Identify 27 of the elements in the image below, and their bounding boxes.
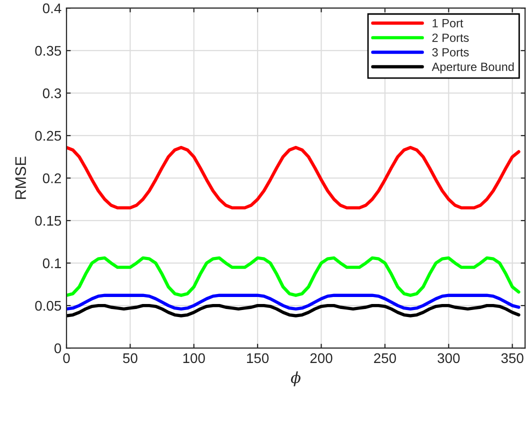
y-tick-label: 0.05 [35, 300, 62, 311]
y-tick-label: 0.15 [35, 216, 62, 226]
x-tick-label: 0 [63, 353, 70, 364]
line-series [66, 294, 520, 311]
x-tick-label: 150 [247, 353, 269, 364]
x-tick-label: 350 [501, 353, 524, 364]
y-tick-label: 0.2 [42, 173, 61, 184]
y-tick-label: 0.1 [42, 258, 61, 268]
line-series [66, 146, 520, 210]
legend-label: 2 Ports [432, 34, 469, 42]
legend-label: 3 Ports [432, 48, 469, 56]
y-tick-label: 0.4 [42, 3, 62, 14]
y-tick-label: 0.25 [35, 130, 62, 141]
legend-label: Aperture Bound [432, 62, 514, 74]
x-tick-label: 200 [310, 353, 332, 364]
legend-label: 1 Port [432, 19, 464, 28]
x-tick-label: 250 [374, 353, 396, 364]
y-tick-label: 0.35 [35, 46, 62, 56]
line-series [66, 304, 520, 318]
x-tick-label: 100 [183, 353, 205, 364]
x-tick-label: 300 [438, 353, 460, 364]
y-tick-label: 0.3 [42, 88, 62, 98]
x-tick-label: 50 [123, 353, 138, 364]
line-series [66, 256, 520, 297]
y-tick-label: 0 [54, 343, 62, 354]
y-axis-title: RMSE [15, 156, 26, 199]
x-axis-title: ϕ [290, 371, 300, 386]
